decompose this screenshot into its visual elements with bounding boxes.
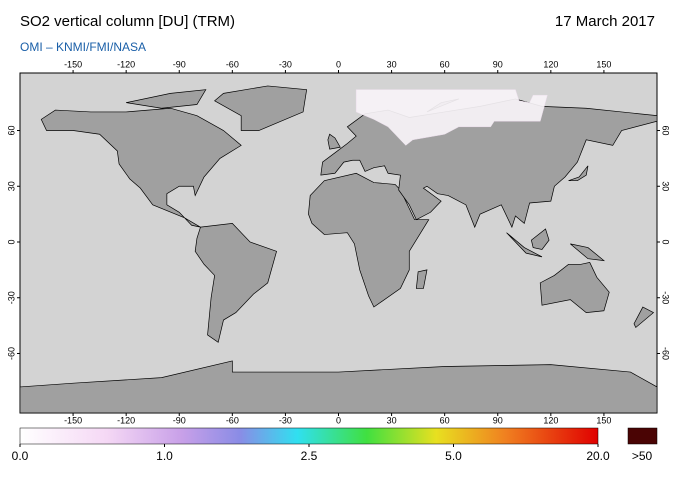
lon-label-top: 0 [336,59,341,69]
lon-label-bottom: -60 [226,415,239,425]
source: OMI – KNMI/FMI/NASA [20,40,146,54]
lon-label-bottom: -120 [117,415,135,425]
lat-label-left: 0 [6,239,16,244]
lon-label-top: 60 [440,59,450,69]
landmass [327,133,341,150]
colorbar-label: 0.0 [12,449,29,463]
lat-label-right: -30 [661,291,671,304]
lon-label-top: -90 [173,59,186,69]
lat-label-left: -60 [6,347,16,360]
lon-label-bottom: 120 [543,415,558,425]
colorbar-overflow [627,427,658,445]
lon-label-top: 30 [387,59,397,69]
lat-label-right: -60 [661,347,671,360]
title: SO2 vertical column [DU] (TRM) [20,13,235,30]
lat-label-right: 0 [661,239,671,244]
lon-label-top: -120 [117,59,135,69]
overflow-label: >50 [632,449,653,463]
lon-label-top: 120 [543,59,558,69]
lon-label-bottom: -30 [279,415,292,425]
landmass [308,172,430,308]
data-swath [355,89,548,146]
colorbar-label: 1.0 [156,449,173,463]
landmass [633,306,655,329]
landmass [20,360,657,413]
landmass [539,262,610,313]
land [20,85,657,413]
landmass [530,228,550,250]
landmass [570,243,606,262]
landmass [415,269,428,289]
lon-label-bottom: 0 [336,415,341,425]
lon-label-top: -30 [279,59,292,69]
landmass [194,223,277,343]
landmass [506,232,543,258]
lon-label-top: -150 [64,59,82,69]
colorbar [19,427,599,445]
lat-label-left: 30 [6,181,16,191]
lon-label-top: -60 [226,59,239,69]
lat-label-left: -30 [6,291,16,304]
landmass [214,85,308,131]
colorbar-label: 5.0 [445,449,462,463]
lon-label-bottom: -90 [173,415,186,425]
lon-label-top: 150 [596,59,611,69]
landmass [126,89,207,109]
lon-label-bottom: -150 [64,415,82,425]
lon-label-bottom: 90 [493,415,503,425]
lon-label-top: 90 [493,59,503,69]
lon-label-bottom: 60 [440,415,450,425]
lon-label-bottom: 150 [596,415,611,425]
date: 17 March 2017 [555,13,655,30]
lat-label-right: 60 [661,126,671,136]
lon-label-bottom: 30 [387,415,397,425]
colorbar-label: 2.5 [301,449,318,463]
colorbar-label: 20.0 [586,449,610,463]
lat-label-left: 60 [6,126,16,136]
landmass [40,107,242,228]
landmass [568,165,589,182]
lat-label-right: 30 [661,181,671,191]
